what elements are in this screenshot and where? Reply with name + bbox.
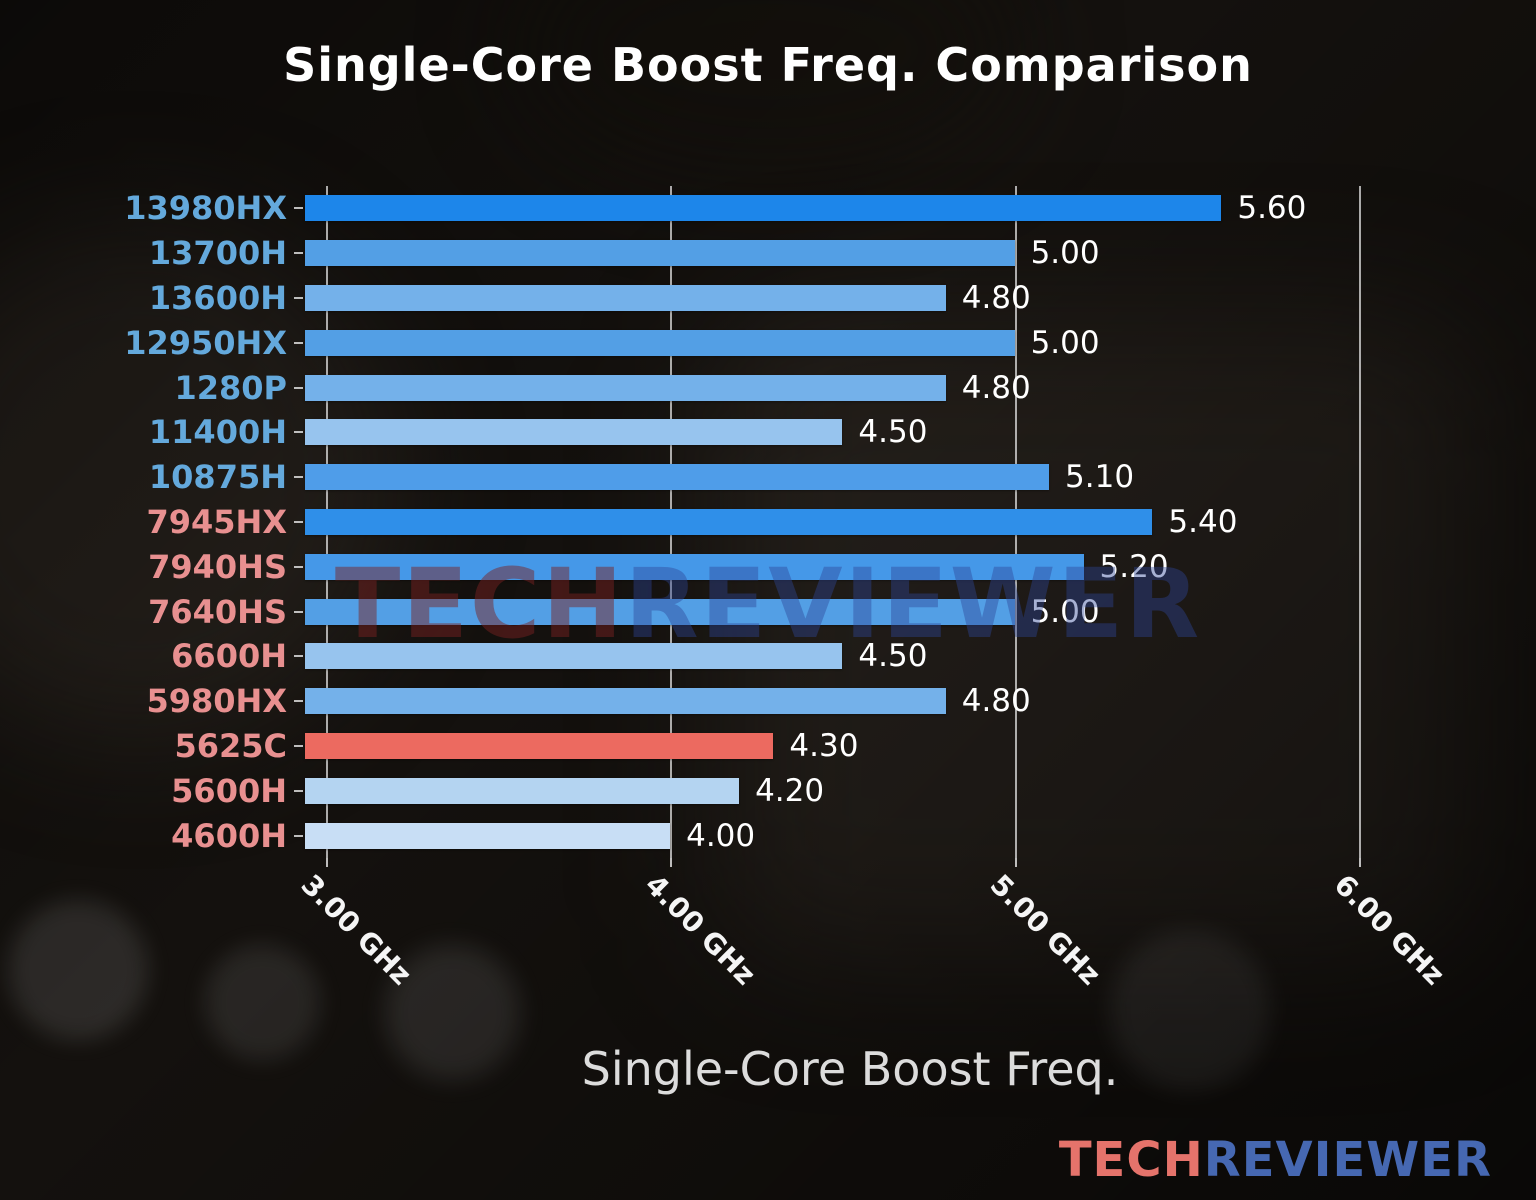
value-label: 5.60: [1237, 190, 1307, 227]
bar-row: 13700H 5.00: [149, 231, 1490, 276]
bar-row: 7940HS 5.20: [148, 544, 1490, 589]
bar-row: 11400H 4.50: [149, 410, 1490, 455]
y-tick-mark: [294, 655, 303, 658]
category-label: 7640HS: [148, 592, 287, 631]
y-tick-mark: [294, 386, 303, 389]
x-tick-mark: [325, 858, 328, 867]
category-label: 5980HX: [146, 682, 287, 721]
bar-row: 1280P 4.80: [174, 365, 1490, 410]
value-label: 4.80: [961, 683, 1031, 720]
bar: [305, 688, 946, 715]
y-tick-mark: [294, 789, 303, 792]
x-tick-mark: [1014, 858, 1017, 867]
category-label: 12950HX: [124, 323, 287, 362]
value-label: 5.00: [1030, 324, 1100, 361]
x-tick-label: 3.00 GHz: [294, 868, 418, 992]
y-tick-mark: [294, 610, 303, 613]
value-label: 5.20: [1099, 548, 1169, 585]
bar: [305, 598, 1015, 625]
bar-row: 12950HX 5.00: [124, 320, 1490, 365]
site-logo: TECHREVIEWER: [1059, 1132, 1492, 1188]
bar: [305, 284, 946, 311]
y-tick-mark: [294, 700, 303, 703]
bar: [305, 822, 671, 849]
bar-row: 4600H 4.00: [171, 813, 1490, 858]
bar-row: 5980HX 4.80: [146, 679, 1490, 724]
logo-reviewer: REVIEWER: [1203, 1132, 1492, 1188]
value-label: 5.10: [1065, 459, 1135, 496]
value-label: 4.30: [789, 727, 859, 764]
plot-area: 13980HX 5.60 13700H 5.00 13600H 4.80 12950HX 5.…: [124, 186, 1490, 867]
y-tick-mark: [294, 834, 303, 837]
y-tick-mark: [294, 744, 303, 747]
category-label: 4600H: [171, 816, 287, 855]
bokeh-circle: [8, 900, 148, 1040]
category-label: 6600H: [171, 637, 287, 676]
category-label: 5625C: [174, 726, 287, 765]
y-tick-mark: [294, 431, 303, 434]
bar: [305, 195, 1222, 222]
bar-row: 13600H 4.80: [149, 276, 1490, 321]
value-label: 4.80: [961, 279, 1031, 316]
x-axis-title: Single-Core Boost Freq.: [581, 1042, 1119, 1096]
bar: [305, 464, 1050, 491]
bar: [305, 419, 843, 446]
bar-row: 5600H 4.20: [171, 768, 1490, 813]
chart-title: Single-Core Boost Freq. Comparison: [283, 38, 1253, 92]
x-tick-label: 6.00 GHz: [1327, 868, 1452, 992]
x-tick-mark: [1359, 858, 1362, 867]
value-label: 4.20: [755, 772, 825, 809]
bar: [305, 732, 774, 759]
bar: [305, 240, 1015, 267]
bar: [305, 329, 1015, 356]
y-tick-mark: [294, 565, 303, 568]
bar-row: 13980HX 5.60: [124, 186, 1490, 231]
y-tick-mark: [294, 520, 303, 523]
y-tick-mark: [294, 296, 303, 299]
y-tick-mark: [294, 476, 303, 479]
bar-rows: 13980HX 5.60 13700H 5.00 13600H 4.80 12950HX 5.…: [124, 186, 1490, 858]
category-label: 10875H: [148, 458, 287, 497]
value-label: 5.40: [1168, 503, 1238, 540]
x-tick-label: 5.00 GHz: [983, 868, 1107, 992]
category-label: 7945HX: [146, 502, 287, 541]
bar-row: 5625C 4.30: [174, 724, 1490, 769]
bar: [305, 553, 1084, 580]
bar-row: 6600H 4.50: [171, 634, 1490, 679]
category-label: 13700H: [148, 234, 287, 273]
category-label: 13600H: [148, 278, 287, 317]
value-label: 4.00: [686, 817, 756, 854]
bar-row: 10875H 5.10: [149, 455, 1490, 500]
value-label: 5.00: [1030, 235, 1100, 272]
logo-tech: TECH: [1058, 1132, 1204, 1188]
bar: [305, 643, 843, 670]
y-tick-mark: [294, 207, 303, 210]
category-label: 11400H: [148, 413, 287, 452]
bar: [305, 374, 946, 401]
category-label: 1280P: [174, 368, 287, 407]
category-label: 13980HX: [124, 189, 287, 228]
gridline: [1359, 186, 1362, 858]
bar-row: 7945HX 5.40: [146, 500, 1490, 545]
y-tick-mark: [294, 341, 303, 344]
bar: [305, 777, 740, 804]
category-label: 7940HS: [148, 547, 287, 586]
value-label: 5.00: [1030, 593, 1100, 630]
y-tick-mark: [294, 252, 303, 255]
x-tick-mark: [670, 858, 673, 867]
bar: [305, 508, 1153, 535]
x-tick-labels: 3.00 GHz 4.00 GHz 5.00 GHz 6.00 GHz: [294, 868, 1490, 1038]
value-label: 4.50: [858, 414, 928, 451]
bar-row: 7640HS 5.00: [148, 589, 1490, 634]
category-label: 5600H: [171, 771, 287, 810]
value-label: 4.80: [961, 369, 1031, 406]
x-tick-label: 4.00 GHz: [638, 868, 763, 992]
value-label: 4.50: [858, 638, 928, 675]
